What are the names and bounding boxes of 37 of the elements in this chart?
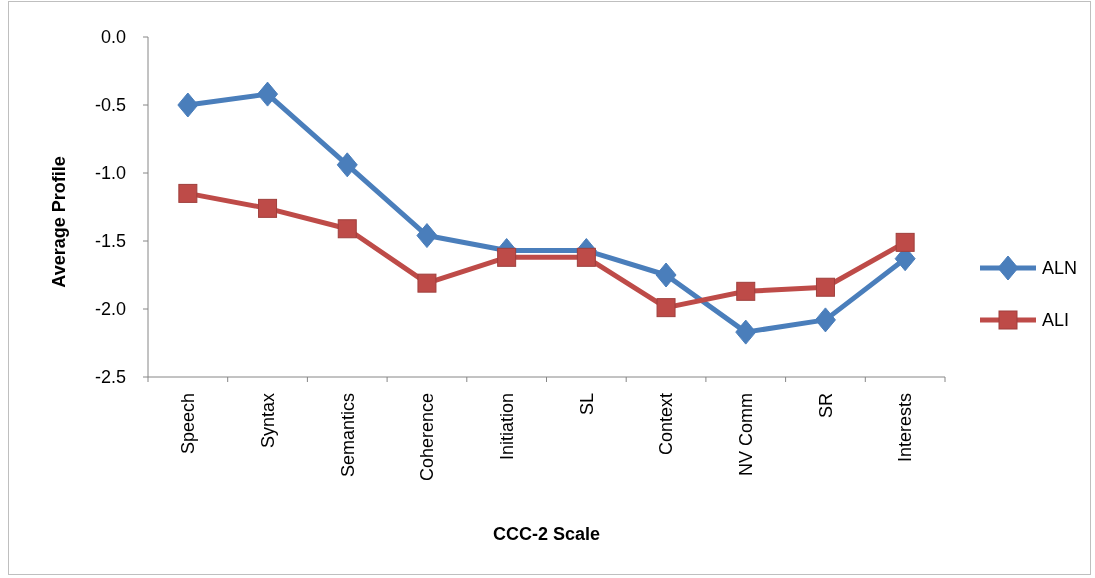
point [258, 198, 278, 218]
point [815, 277, 835, 297]
x-tick-label: Coherence [417, 393, 438, 482]
point [177, 92, 199, 118]
y-tick-label: -0.5 [94, 95, 126, 116]
x-tick-label: Semantics [337, 393, 358, 478]
y-tick-label: -1.0 [94, 163, 126, 184]
x-tick-label: Interests [895, 393, 916, 463]
legend-label: ALI [1042, 310, 1070, 331]
point [656, 298, 676, 318]
point [337, 219, 357, 239]
point [735, 319, 757, 345]
point [895, 232, 915, 252]
y-axis-title: Average Profile [49, 156, 69, 288]
point [814, 307, 836, 333]
x-tick-label: SL [576, 393, 597, 416]
x-tick-label: Syntax [257, 393, 278, 449]
legend-label: ALN [1042, 258, 1078, 279]
point [655, 262, 677, 288]
point [257, 81, 279, 107]
point [497, 247, 517, 267]
point [736, 281, 756, 301]
x-tick-label: Context [656, 393, 677, 456]
point [416, 223, 438, 249]
point [178, 183, 198, 203]
y-tick-label: -2.0 [94, 299, 126, 320]
x-tick-label: Initiation [496, 393, 517, 461]
point [576, 247, 596, 267]
y-tick-label: -1.5 [94, 231, 126, 252]
y-tick-label: -2.5 [94, 367, 126, 388]
y-tick-label: 0.0 [100, 27, 126, 48]
x-tick-label: SR [815, 393, 836, 419]
point [417, 273, 437, 293]
point [336, 152, 358, 178]
x-tick-label: Speech [178, 393, 199, 455]
x-tick-label: NV Comm [736, 393, 757, 477]
x-axis-title: CCC-2 Scale [492, 524, 601, 544]
